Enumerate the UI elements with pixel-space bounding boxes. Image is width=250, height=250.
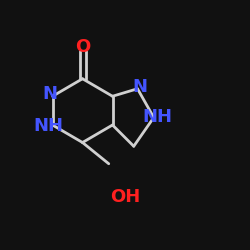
Text: OH: OH (110, 188, 140, 206)
Text: NH: NH (142, 108, 172, 126)
Text: N: N (42, 85, 58, 103)
Text: NH: NH (33, 117, 63, 135)
Text: N: N (132, 78, 147, 96)
Text: O: O (75, 38, 90, 56)
